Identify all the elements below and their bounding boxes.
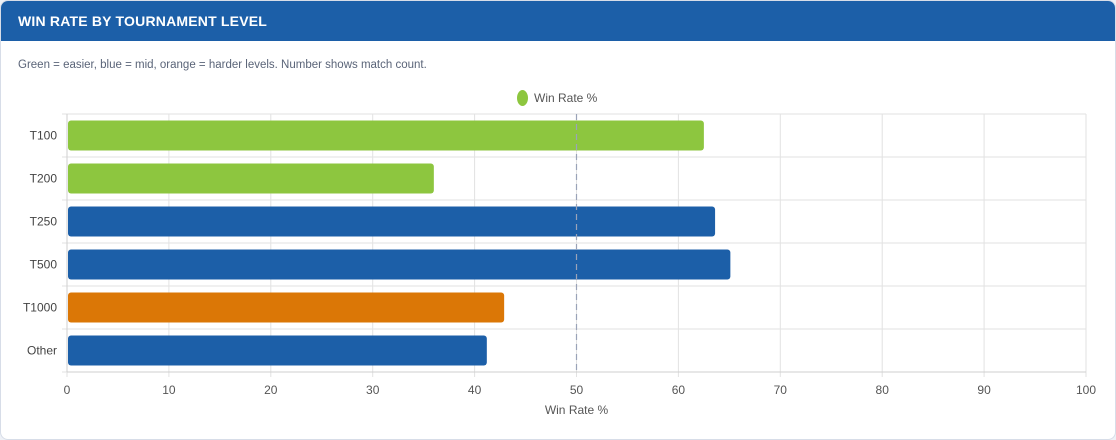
y-tick-label: T250 — [30, 215, 58, 229]
y-tick-label: T500 — [30, 258, 58, 272]
x-tick-label: 30 — [366, 383, 380, 397]
bar-t1000 — [68, 292, 505, 323]
x-tick-label: 0 — [64, 383, 71, 397]
x-tick-label: 60 — [672, 383, 686, 397]
y-tick-label: T100 — [30, 129, 58, 143]
x-tick-label: 20 — [264, 383, 278, 397]
bar-other — [68, 335, 487, 366]
chart-subtitle: Green = easier, blue = mid, orange = har… — [18, 59, 427, 71]
bar-t250 — [68, 206, 716, 237]
legend-label: Win Rate % — [534, 91, 598, 105]
legend-swatch-icon — [517, 90, 528, 106]
bar-t500 — [68, 249, 731, 280]
legend-item[interactable]: Win Rate % — [517, 90, 597, 106]
x-tick-label: 100 — [1076, 383, 1096, 397]
x-tick-label: 80 — [876, 383, 890, 397]
x-tick-label: 40 — [468, 383, 482, 397]
y-tick-label: T200 — [30, 172, 58, 186]
x-tick-label: 90 — [977, 383, 991, 397]
card-title: WIN RATE BY TOURNAMENT LEVEL — [1, 1, 1115, 41]
bar-t100 — [68, 120, 704, 151]
bar-t200 — [68, 163, 434, 194]
x-tick-label: 50 — [570, 383, 584, 397]
y-tick-label: T1000 — [23, 301, 57, 315]
x-axis-title: Win Rate % — [545, 403, 609, 417]
y-tick-label: Other — [27, 344, 57, 358]
x-tick-label: 70 — [774, 383, 788, 397]
x-tick-label: 10 — [162, 383, 176, 397]
